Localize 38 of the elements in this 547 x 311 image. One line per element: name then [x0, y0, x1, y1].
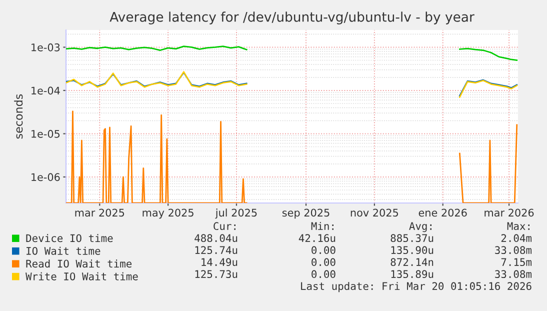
x-tick-label: sep 2025 — [282, 208, 330, 219]
x-tick-label: may 2025 — [142, 208, 194, 219]
text: 0.00 — [312, 246, 336, 254]
y-axis-title: seconds — [14, 94, 23, 139]
text: 7.15m — [501, 258, 532, 266]
text: 885.37u — [390, 234, 434, 242]
x-tick-label: ene 2026 — [418, 208, 467, 217]
y-tick-label: 1e-06 — [32, 173, 60, 182]
legend-label: IO Wait time — [26, 246, 100, 255]
text: 135.89u — [391, 270, 434, 278]
text: 135.90u — [391, 246, 434, 254]
x-tick-label: mar 2026 — [484, 208, 534, 217]
text: Avg: — [409, 222, 432, 232]
text: Max: — [507, 222, 530, 230]
text: Min: — [311, 222, 334, 230]
text: 125.73u — [195, 270, 238, 278]
legend-label: Write IO Wait time — [26, 272, 138, 280]
text: 42.16u — [298, 234, 336, 242]
text: 14.49u — [202, 258, 238, 266]
text: 488.04u — [194, 234, 238, 242]
text: 0.00 — [312, 270, 336, 278]
x-tick-label: mar 2025 — [75, 208, 124, 217]
x-tick-label: jul 2025 — [215, 208, 257, 219]
text: Last update: Fri Mar 20 01:05:16 2026 — [301, 282, 532, 292]
text: Cur: — [214, 222, 236, 230]
y-tick-label: 1e-05 — [32, 130, 60, 138]
text: 33.08m — [495, 270, 532, 278]
chart-title: Average latency for /dev/ubuntu-vg/ubuntu-lv - by year — [110, 12, 474, 24]
text: 33.08m — [495, 246, 532, 254]
y-tick-label: 1e-04 — [32, 86, 60, 95]
text: 2.04m — [501, 234, 532, 242]
text: 0.00 — [312, 258, 336, 266]
x-tick-label: nov 2025 — [350, 208, 398, 217]
legend-label: Read IO Wait time — [26, 260, 132, 268]
y-tick-label: 1e-03 — [32, 43, 60, 52]
text: 872.14n — [390, 258, 434, 266]
legend-label: Device IO time — [26, 234, 113, 242]
text: 125.74u — [195, 246, 238, 254]
